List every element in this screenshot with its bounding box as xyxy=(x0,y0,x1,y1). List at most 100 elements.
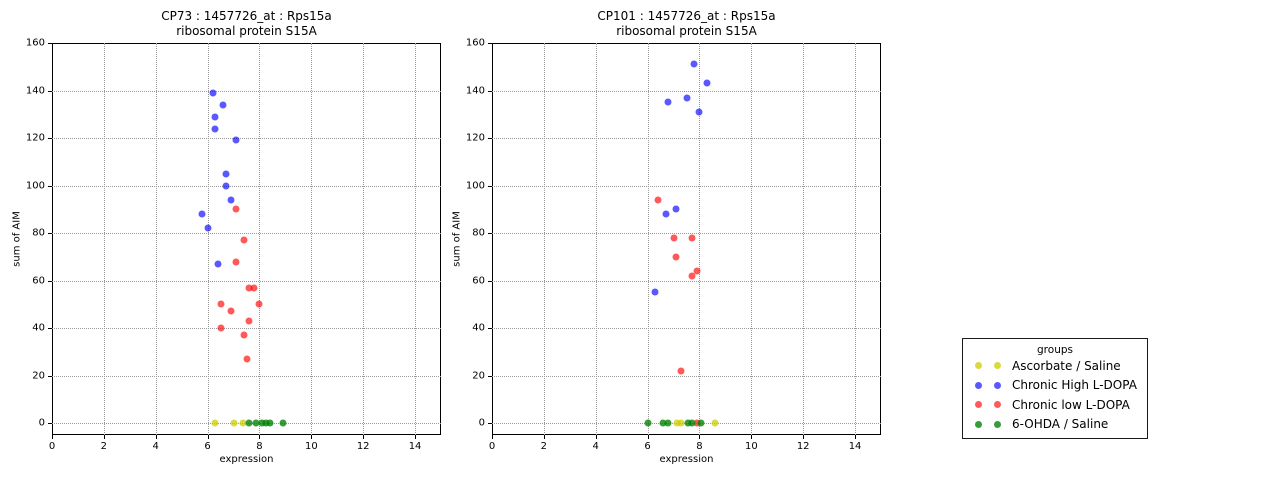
gridline xyxy=(311,43,313,435)
data-point xyxy=(672,253,680,261)
data-point xyxy=(654,196,662,204)
data-point xyxy=(245,284,253,292)
data-point xyxy=(230,419,238,427)
data-point xyxy=(232,205,240,213)
x-tick-label: 10 xyxy=(304,441,318,452)
data-point xyxy=(693,267,701,275)
gridline xyxy=(52,375,441,377)
y-tick-label: 100 xyxy=(25,180,45,192)
y-axis-label: sum of AIM xyxy=(11,211,23,267)
data-point xyxy=(677,419,685,427)
data-point xyxy=(258,419,266,427)
y-tick-label: 60 xyxy=(32,275,45,287)
tick-mark xyxy=(52,435,53,439)
data-point xyxy=(670,234,678,242)
data-point xyxy=(662,210,670,218)
data-point xyxy=(664,98,672,106)
y-tick-label: 160 xyxy=(25,37,45,49)
data-point xyxy=(697,419,705,427)
legend-box: groups Ascorbate / Saline Chronic High L-… xyxy=(962,338,1148,439)
gridline xyxy=(492,233,881,235)
x-tick-label: 14 xyxy=(408,441,422,452)
data-point xyxy=(232,258,240,266)
data-point xyxy=(250,284,258,292)
gridline xyxy=(155,43,157,435)
data-point xyxy=(217,300,225,308)
data-point xyxy=(211,125,219,133)
y-tick-label: 160 xyxy=(465,37,485,49)
gridline xyxy=(492,90,881,92)
data-point xyxy=(222,182,230,190)
legend-marker-icon xyxy=(994,401,1001,409)
y-tick-label: 100 xyxy=(465,180,485,192)
gridline xyxy=(492,138,881,140)
x-axis-label: expression xyxy=(659,454,714,465)
x-tick-label: 14 xyxy=(848,441,862,452)
tick-mark xyxy=(488,233,492,235)
tick-mark xyxy=(751,435,753,439)
data-point xyxy=(693,419,701,427)
tick-mark xyxy=(488,423,492,425)
plot-title-line2: ribosomal protein S15A xyxy=(176,24,317,38)
data-point xyxy=(211,419,219,427)
gridline xyxy=(699,43,701,435)
data-point xyxy=(664,419,672,427)
data-point xyxy=(211,113,219,121)
data-point xyxy=(239,419,247,427)
legend-entry: Ascorbate / Saline xyxy=(963,356,1147,376)
x-tick-label: 4 xyxy=(152,441,159,452)
legend-entry: Chronic low L-DOPA xyxy=(963,395,1147,415)
y-tick-label: 40 xyxy=(472,322,485,334)
legend-entries: Ascorbate / Saline Chronic High L-DOPA Chr… xyxy=(963,356,1147,434)
gridline xyxy=(595,43,597,435)
legend-marker-icon xyxy=(975,401,982,409)
gridline xyxy=(363,43,365,435)
tick-mark xyxy=(543,435,545,439)
data-point xyxy=(204,224,212,232)
y-tick-label: 0 xyxy=(38,417,45,429)
data-point xyxy=(219,101,227,109)
data-point xyxy=(217,324,225,332)
tick-mark xyxy=(48,328,52,330)
data-point xyxy=(245,317,253,325)
y-tick-label: 0 xyxy=(478,417,485,429)
data-point xyxy=(672,205,680,213)
y-tick-label: 20 xyxy=(32,370,45,382)
x-tick-label: 2 xyxy=(100,441,108,452)
legend-marker-icon xyxy=(975,420,982,428)
gridline xyxy=(415,43,417,435)
y-tick-label: 80 xyxy=(472,227,485,239)
legend-entry: 6-OHDA / Saline xyxy=(963,415,1147,435)
data-point xyxy=(252,419,260,427)
y-tick-label: 120 xyxy=(465,132,485,144)
data-point xyxy=(209,89,217,97)
legend-marker-icon xyxy=(975,381,982,389)
tick-mark xyxy=(259,435,261,439)
y-tick-label: 120 xyxy=(25,132,45,144)
gridline xyxy=(855,43,857,435)
tick-mark xyxy=(48,280,52,282)
legend-entry-label: Chronic low L-DOPA xyxy=(1012,397,1130,412)
legend-marker-icon xyxy=(975,362,982,370)
gridline xyxy=(259,43,261,435)
gridline xyxy=(52,138,441,140)
x-tick-label: 0 xyxy=(48,441,56,452)
data-point xyxy=(684,419,692,427)
tick-mark xyxy=(488,185,492,187)
data-point xyxy=(198,210,206,218)
x-tick-label: 12 xyxy=(796,441,810,452)
tick-mark xyxy=(48,185,52,187)
data-point xyxy=(711,419,719,427)
data-point xyxy=(651,288,659,296)
tick-mark xyxy=(803,435,805,439)
data-point xyxy=(240,331,248,339)
gridline xyxy=(52,280,441,282)
data-point xyxy=(214,260,222,268)
data-point xyxy=(232,136,240,144)
data-point xyxy=(695,108,703,116)
legend-entry-label: Ascorbate / Saline xyxy=(1012,358,1121,373)
x-tick-label: 8 xyxy=(256,441,263,452)
data-point xyxy=(659,419,667,427)
plot-title-line1: CP101 : 1457726_at : Rps15a xyxy=(597,9,776,23)
